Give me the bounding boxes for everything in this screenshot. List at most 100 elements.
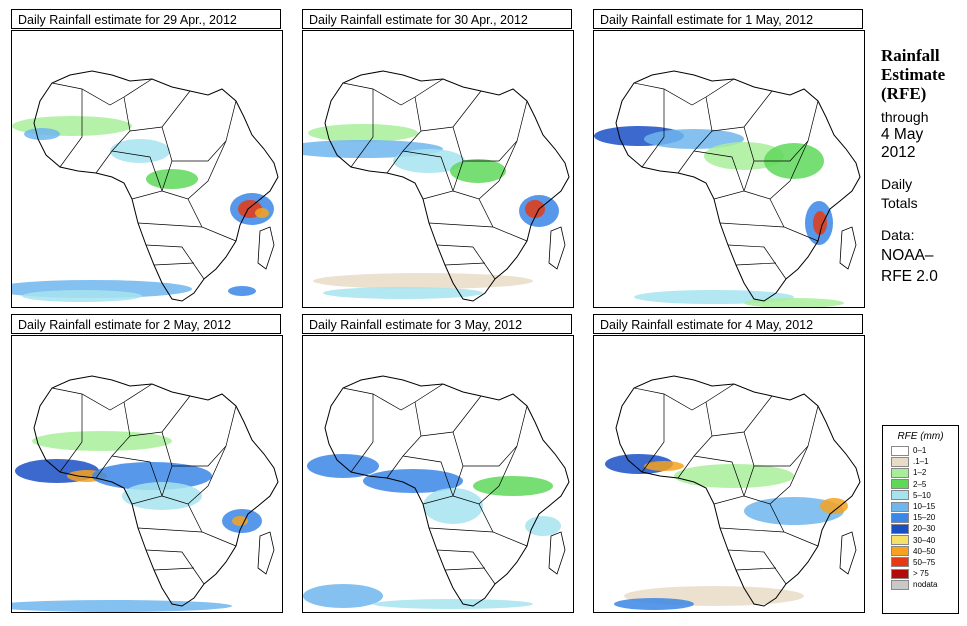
- country-border: [342, 78, 444, 106]
- rainfall-area: [525, 200, 545, 218]
- map-panel-30apr: Daily Rainfall estimate for 30 Apr., 201…: [302, 9, 574, 308]
- legend-label: 2–5: [913, 479, 927, 489]
- country-border: [111, 455, 163, 497]
- country-border: [735, 567, 777, 571]
- legend-swatch: [891, 557, 909, 568]
- rainfall-area: [92, 462, 212, 490]
- rainfall-area: [674, 464, 794, 488]
- country-border: [719, 527, 785, 533]
- rainfall-area: [473, 476, 553, 496]
- map-panel-29apr: Daily Rainfall estimate for 29 Apr., 201…: [11, 9, 283, 308]
- rainfall-area: [313, 273, 533, 289]
- madagascar-outline: [257, 531, 275, 575]
- legend-swatch: [891, 535, 909, 546]
- rainfall-area: [228, 286, 256, 296]
- rainfall-map: [11, 335, 283, 613]
- country-border: [51, 383, 153, 411]
- rainfall-area: [12, 600, 232, 612]
- rainfall-area: [307, 454, 379, 478]
- legend-item: 30–40: [883, 535, 958, 546]
- map-panel-4may: Daily Rainfall estimate for 4 May, 2012: [593, 314, 865, 613]
- end-date: 4 May: [881, 126, 924, 143]
- data-label: Data:: [881, 227, 915, 243]
- legend-label: 0–1: [913, 446, 927, 456]
- legend-title: RFE (mm): [897, 431, 944, 442]
- rainfall-area: [24, 128, 60, 140]
- country-border: [452, 405, 528, 467]
- rainfall-area: [764, 143, 824, 179]
- panel-title: Daily Rainfall estimate for 4 May, 2012: [593, 314, 863, 334]
- legend-label: 30–40: [913, 535, 936, 545]
- country-border: [711, 395, 773, 437]
- country-border: [711, 90, 773, 132]
- legend-label: nodata: [913, 580, 938, 590]
- legend-swatch: [891, 546, 909, 557]
- rainfall-area: [813, 211, 827, 235]
- country-border: [428, 222, 494, 228]
- rainfall-area: [323, 287, 483, 299]
- legend-item: 5–10: [883, 490, 958, 501]
- legend-item: 10–15: [883, 501, 958, 512]
- country-border: [478, 198, 528, 242]
- coastline: [33, 70, 279, 302]
- country-border: [633, 78, 735, 106]
- country-border: [727, 244, 787, 280]
- panel-title: Daily Rainfall estimate for 2 May, 2012: [11, 314, 281, 334]
- panel-title: Daily Rainfall estimate for 3 May, 2012: [302, 314, 572, 334]
- country-border: [51, 78, 153, 106]
- rainfall-area: [32, 431, 172, 451]
- country-border: [350, 394, 374, 473]
- coastline: [33, 375, 279, 607]
- coastline: [324, 375, 570, 607]
- rainfall-area: [22, 290, 142, 302]
- rainfall-area: [373, 599, 533, 609]
- legend-item: 40–50: [883, 546, 958, 557]
- heading-line: Rainfall: [881, 46, 940, 65]
- legend-swatch: [891, 479, 909, 490]
- country-border: [145, 549, 205, 585]
- country-border: [444, 567, 486, 571]
- coastline: [615, 70, 861, 302]
- country-border: [444, 262, 486, 266]
- country-border: [452, 100, 528, 162]
- daily-label: Daily: [881, 176, 913, 192]
- country-border: [129, 395, 191, 437]
- legend-swatch: [891, 501, 909, 512]
- country-border: [161, 405, 237, 467]
- rainfall-area: [308, 124, 418, 142]
- madagascar-outline: [257, 226, 275, 270]
- country-border: [129, 90, 191, 132]
- legend-item: 50–75: [883, 557, 958, 568]
- country-border: [59, 89, 83, 168]
- madagascar-outline: [839, 531, 857, 575]
- country-border: [342, 383, 444, 411]
- country-border: [452, 140, 518, 200]
- legend-swatch: [891, 490, 909, 501]
- country-border: [59, 394, 83, 473]
- rainfall-area: [110, 139, 170, 163]
- country-border: [111, 150, 163, 192]
- legend-swatch: [891, 456, 909, 467]
- rainfall-area: [255, 208, 269, 218]
- legend-item: 1–2: [883, 467, 958, 478]
- madagascar-outline: [548, 226, 566, 270]
- country-border: [735, 262, 777, 266]
- rainfall-map: [302, 335, 574, 613]
- map-panel-2may: Daily Rainfall estimate for 2 May, 2012: [11, 314, 283, 613]
- map-panel-1may: Daily Rainfall estimate for 1 May, 2012: [593, 9, 865, 308]
- country-border: [137, 222, 203, 228]
- legend-label: 5–10: [913, 490, 931, 500]
- rainfall-map: [593, 30, 865, 308]
- rainfall-area: [614, 598, 694, 610]
- country-border: [161, 140, 227, 200]
- legend-item: 0–1: [883, 445, 958, 456]
- legend-label: > 75: [913, 569, 929, 579]
- legend-item: 20–30: [883, 523, 958, 534]
- rainfall-map: [302, 30, 574, 308]
- country-border: [693, 150, 745, 192]
- legend-swatch: [891, 445, 909, 456]
- rainfall-area: [393, 149, 465, 173]
- country-border: [743, 405, 819, 467]
- country-border: [743, 100, 819, 162]
- country-border: [420, 90, 482, 132]
